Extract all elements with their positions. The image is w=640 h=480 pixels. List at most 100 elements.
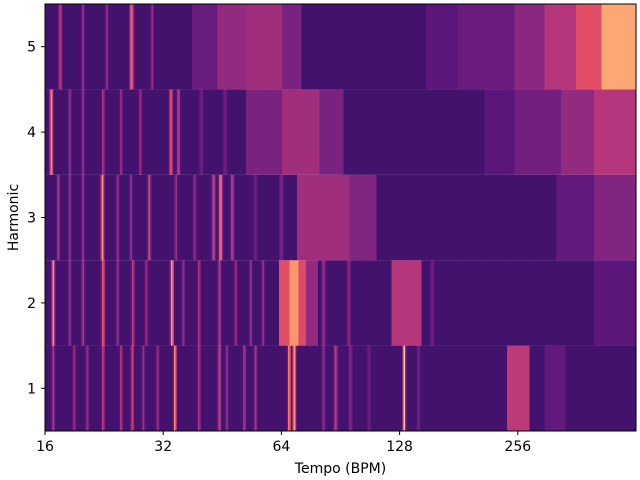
- heatmap-cell: [354, 174, 356, 261]
- heatmap-cell: [88, 260, 91, 346]
- heatmap-cell: [574, 174, 577, 261]
- heatmap-cell: [75, 345, 77, 431]
- heatmap-cell: [552, 89, 554, 175]
- heatmap-cell: [127, 4, 130, 90]
- heatmap-cell: [70, 260, 73, 346]
- heatmap-cell: [219, 4, 221, 90]
- heatmap-cell: [87, 89, 89, 175]
- heatmap-cell: [210, 260, 212, 346]
- heatmap-cell: [495, 89, 497, 175]
- heatmap-cell: [508, 260, 511, 346]
- heatmap-cell: [567, 89, 569, 175]
- heatmap-cell: [382, 260, 385, 346]
- heatmap-cell: [459, 345, 461, 431]
- heatmap-cell: [577, 4, 580, 90]
- heatmap-cell: [445, 89, 448, 175]
- heatmap-cell: [76, 4, 79, 90]
- heatmap-cell: [540, 89, 542, 175]
- heatmap-cell: [289, 174, 292, 261]
- heatmap-cell: [337, 89, 340, 175]
- heatmap-cell: [271, 260, 274, 346]
- heatmap-cell: [393, 4, 395, 90]
- heatmap-cell: [525, 4, 527, 90]
- heatmap-cell: [537, 4, 539, 90]
- heatmap-cell: [366, 260, 368, 346]
- heatmap-cell: [186, 174, 188, 261]
- heatmap-cell: [402, 345, 404, 431]
- heatmap-cell: [342, 174, 344, 261]
- heatmap-cell: [127, 89, 130, 175]
- heatmap-cell: [361, 174, 364, 261]
- heatmap-cell: [310, 260, 313, 346]
- heatmap-cell: [423, 260, 425, 346]
- heatmap-cell: [586, 89, 589, 175]
- heatmap-cell: [340, 89, 343, 175]
- heatmap-cell: [385, 4, 388, 90]
- heatmap-cell: [132, 89, 134, 175]
- heatmap-cell: [346, 89, 349, 175]
- heatmap-cell: [373, 260, 376, 346]
- heatmap-cell: [420, 174, 422, 261]
- heatmap-cell: [202, 89, 205, 175]
- heatmap-cell: [85, 260, 88, 346]
- heatmap-cell: [105, 174, 107, 261]
- heatmap-cell: [121, 4, 124, 90]
- heatmap-cell: [313, 89, 316, 175]
- heatmap-cell: [225, 345, 227, 431]
- heatmap-cell: [144, 260, 146, 346]
- heatmap-cell: [580, 345, 583, 431]
- heatmap-cell: [450, 345, 452, 431]
- heatmap-cell: [334, 89, 337, 175]
- heatmap-cell: [213, 260, 215, 346]
- heatmap-cell: [108, 89, 110, 175]
- heatmap-cell: [337, 174, 340, 261]
- heatmap-cell: [549, 345, 551, 431]
- heatmap-cell: [513, 260, 515, 346]
- heatmap-cell: [333, 345, 335, 431]
- heatmap-cell: [607, 260, 610, 346]
- heatmap-cell: [615, 4, 617, 90]
- heatmap-cell: [310, 174, 313, 261]
- heatmap-cell: [267, 4, 269, 90]
- heatmap-cell: [304, 345, 307, 431]
- heatmap-cell: [553, 89, 556, 175]
- heatmap-cell: [261, 4, 263, 90]
- heatmap-cell: [343, 4, 346, 90]
- heatmap-cell: [504, 4, 506, 90]
- heatmap-cell: [280, 345, 283, 431]
- heatmap-cell: [553, 345, 556, 431]
- heatmap-cell: [372, 89, 374, 175]
- heatmap-cell: [378, 89, 380, 175]
- heatmap-cell: [526, 345, 529, 431]
- heatmap-cell: [184, 89, 187, 175]
- heatmap-cell: [195, 174, 197, 261]
- heatmap-cell: [181, 345, 184, 431]
- heatmap-cell: [219, 345, 221, 431]
- heatmap-cell: [378, 4, 380, 90]
- heatmap-cell: [117, 174, 119, 261]
- heatmap-cell: [243, 174, 245, 261]
- heatmap-cell: [286, 260, 289, 346]
- heatmap-cell: [295, 174, 298, 261]
- heatmap-cell: [57, 260, 59, 346]
- heatmap-cell: [361, 260, 364, 346]
- heatmap-cell: [558, 260, 560, 346]
- heatmap-cell: [478, 89, 481, 175]
- heatmap-cell: [312, 89, 314, 175]
- heatmap-cell: [426, 345, 428, 431]
- heatmap-cell: [148, 260, 151, 346]
- heatmap-cell: [586, 174, 589, 261]
- heatmap-cell: [520, 89, 523, 175]
- heatmap-cell: [136, 89, 139, 175]
- heatmap-cell: [166, 4, 169, 90]
- heatmap-cell: [345, 345, 347, 431]
- heatmap-cell: [265, 174, 268, 261]
- heatmap-cell: [126, 89, 128, 175]
- heatmap-cell: [466, 89, 469, 175]
- heatmap-cell: [538, 4, 541, 90]
- heatmap-cell: [498, 345, 500, 431]
- heatmap-cell: [451, 4, 454, 90]
- heatmap-cell: [223, 4, 226, 90]
- heatmap-cell: [585, 345, 587, 431]
- heatmap-cell: [277, 260, 280, 346]
